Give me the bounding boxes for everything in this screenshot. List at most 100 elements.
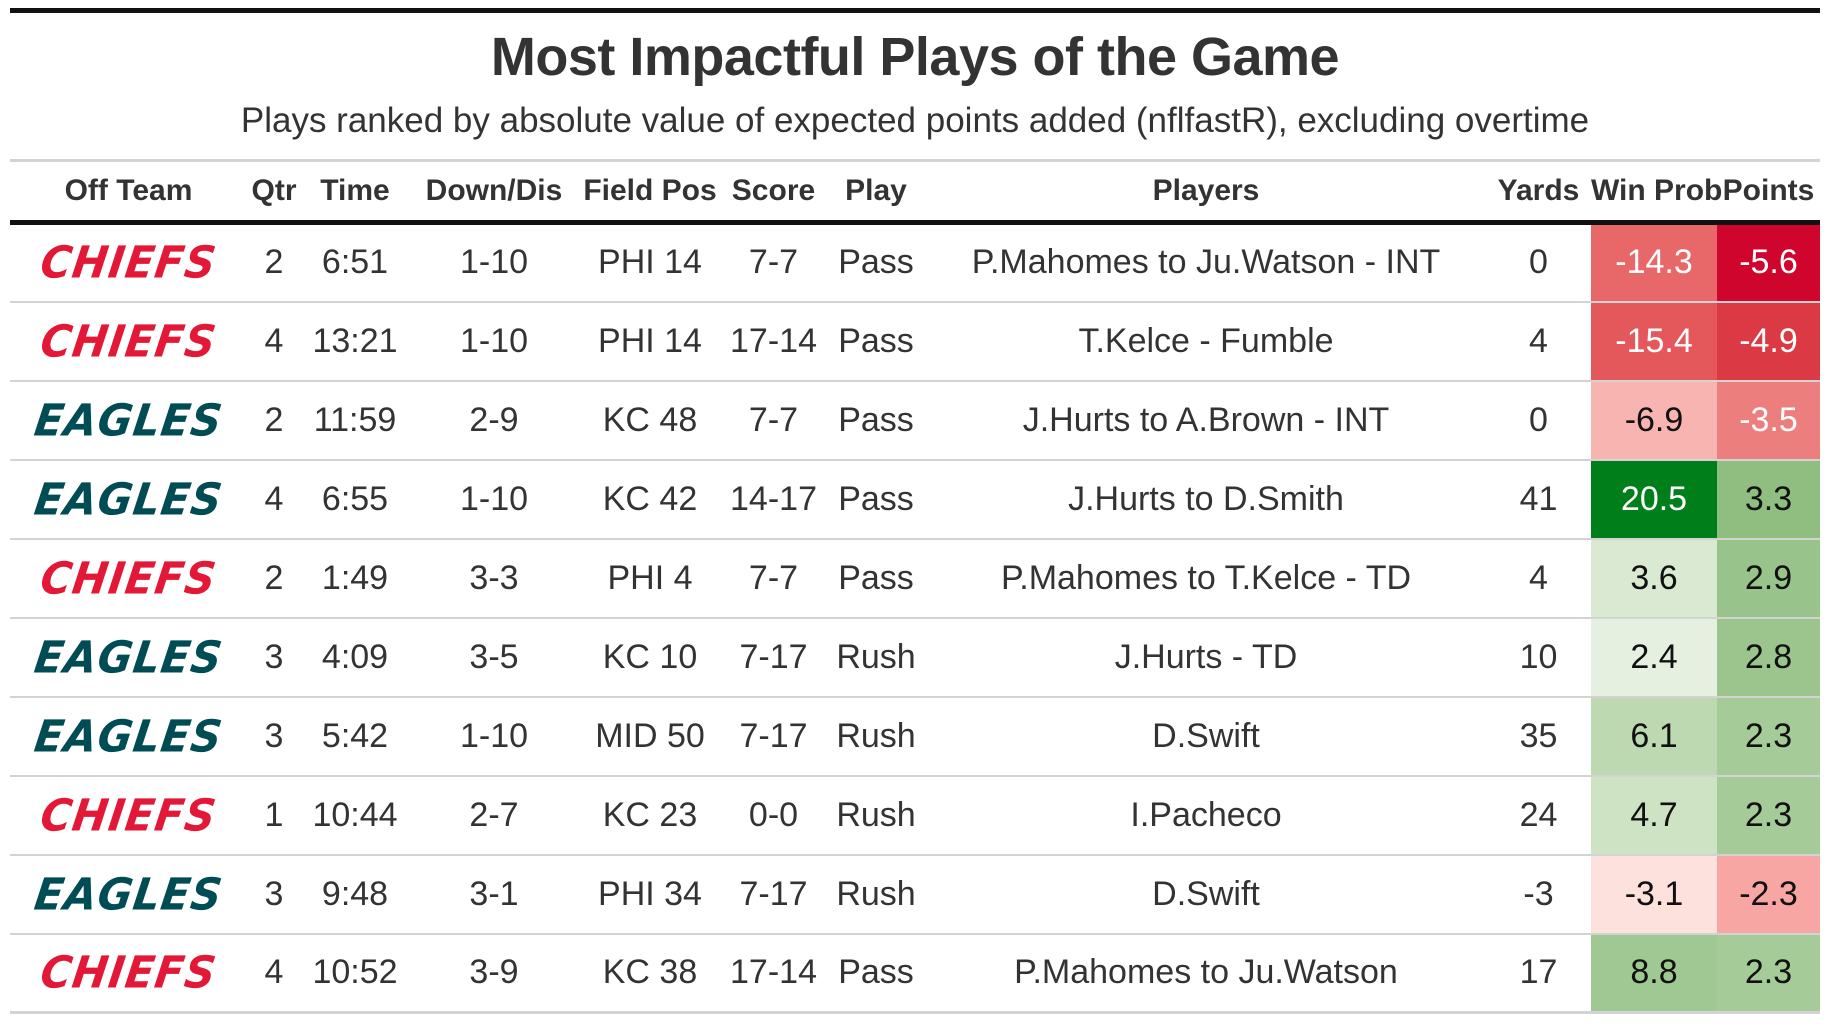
down-cell: 1-10	[409, 459, 579, 540]
play-cell: Rush	[826, 696, 926, 777]
points-cell: -5.6	[1717, 222, 1820, 303]
qtr-cell: 2	[247, 380, 301, 461]
team-logo: EAGLES	[31, 868, 226, 920]
yards-cell: 0	[1486, 222, 1591, 303]
top-rule	[10, 8, 1820, 13]
score-cell: 17-14	[721, 933, 826, 1014]
down-cell: 2-7	[409, 775, 579, 856]
time-cell: 1:49	[301, 538, 409, 619]
play-cell: Rush	[826, 775, 926, 856]
col-header-players: Players	[926, 159, 1486, 225]
team-cell: EAGLES	[10, 696, 247, 777]
page-title: Most Impactful Plays of the Game	[490, 27, 1340, 87]
play-cell: Pass	[826, 380, 926, 461]
points-cell: 3.3	[1717, 459, 1820, 540]
col-header-team: Off Team	[10, 159, 247, 225]
points-cell: 2.3	[1717, 775, 1820, 856]
team-logo: CHIEFS	[37, 237, 220, 289]
yards-cell: 24	[1486, 775, 1591, 856]
table-row: EAGLES 3 9:48 3-1 PHI 34 7-17 Rush D.Swift -3 -3.…	[10, 854, 1820, 935]
table-row: EAGLES 3 4:09 3-5 KC 10 7-17 Rush J.Hurts - TD 1…	[10, 617, 1820, 698]
yards-cell: -3	[1486, 854, 1591, 935]
qtr-cell: 4	[247, 933, 301, 1014]
down-cell: 3-9	[409, 933, 579, 1014]
table-row: EAGLES 4 6:55 1-10 KC 42 14-17 Pass J.Hurts to …	[10, 459, 1820, 540]
points-cell: 2.9	[1717, 538, 1820, 619]
win-prob-cell: -14.3	[1591, 222, 1717, 303]
time-cell: 9:48	[301, 854, 409, 935]
points-cell: -4.9	[1717, 301, 1820, 382]
down-cell: 1-10	[409, 222, 579, 303]
team-cell: CHIEFS	[10, 775, 247, 856]
time-cell: 6:55	[301, 459, 409, 540]
table-row: CHIEFS 4 13:21 1-10 PHI 14 17-14 Pass T.Kelce -…	[10, 301, 1820, 382]
col-header-yards: Yards	[1486, 159, 1591, 225]
win-prob-cell: 6.1	[1591, 696, 1717, 777]
table-row: EAGLES 2 11:59 2-9 KC 48 7-7 Pass J.Hurts to A.…	[10, 380, 1820, 461]
table-container: Most Impactful Plays of the Game Plays r…	[10, 8, 1820, 1014]
field-cell: KC 42	[579, 459, 721, 540]
play-cell: Rush	[826, 854, 926, 935]
points-cell: 2.3	[1717, 696, 1820, 777]
players-cell: P.Mahomes to T.Kelce - TD	[926, 538, 1486, 619]
score-cell: 7-7	[721, 222, 826, 303]
field-cell: PHI 4	[579, 538, 721, 619]
play-cell: Pass	[826, 459, 926, 540]
page-subtitle: Plays ranked by absolute value of expect…	[240, 101, 1590, 140]
col-header-down: Down/Dis	[409, 159, 579, 225]
team-cell: CHIEFS	[10, 538, 247, 619]
yards-cell: 41	[1486, 459, 1591, 540]
win-prob-cell: 4.7	[1591, 775, 1717, 856]
team-logo: CHIEFS	[37, 315, 220, 367]
win-prob-cell: 20.5	[1591, 459, 1717, 540]
score-cell: 7-7	[721, 538, 826, 619]
score-cell: 17-14	[721, 301, 826, 382]
play-cell: Pass	[826, 222, 926, 303]
players-cell: I.Pacheco	[926, 775, 1486, 856]
win-prob-cell: -15.4	[1591, 301, 1717, 382]
team-logo: CHIEFS	[37, 947, 220, 999]
yards-cell: 0	[1486, 380, 1591, 461]
players-cell: T.Kelce - Fumble	[926, 301, 1486, 382]
qtr-cell: 4	[247, 459, 301, 540]
team-cell: EAGLES	[10, 380, 247, 461]
yards-cell: 4	[1486, 301, 1591, 382]
team-cell: CHIEFS	[10, 222, 247, 303]
points-cell: 2.8	[1717, 617, 1820, 698]
players-cell: J.Hurts to A.Brown - INT	[926, 380, 1486, 461]
players-cell: D.Swift	[926, 696, 1486, 777]
team-cell: EAGLES	[10, 854, 247, 935]
qtr-cell: 3	[247, 854, 301, 935]
score-cell: 0-0	[721, 775, 826, 856]
time-cell: 10:52	[301, 933, 409, 1014]
qtr-cell: 2	[247, 222, 301, 303]
team-cell: CHIEFS	[10, 301, 247, 382]
play-cell: Rush	[826, 617, 926, 698]
col-header-wp: Win Prob	[1591, 159, 1722, 225]
team-logo: EAGLES	[31, 710, 226, 762]
table-body: CHIEFS 2 6:51 1-10 PHI 14 7-7 Pass P.Mahomes to…	[10, 222, 1820, 1014]
players-cell: P.Mahomes to Ju.Watson	[926, 933, 1486, 1014]
yards-cell: 17	[1486, 933, 1591, 1014]
qtr-cell: 1	[247, 775, 301, 856]
time-cell: 13:21	[301, 301, 409, 382]
players-cell: J.Hurts - TD	[926, 617, 1486, 698]
team-cell: EAGLES	[10, 617, 247, 698]
down-cell: 1-10	[409, 301, 579, 382]
field-cell: KC 10	[579, 617, 721, 698]
win-prob-cell: -3.1	[1591, 854, 1717, 935]
score-cell: 7-17	[721, 696, 826, 777]
down-cell: 2-9	[409, 380, 579, 461]
score-cell: 7-17	[721, 617, 826, 698]
players-cell: J.Hurts to D.Smith	[926, 459, 1486, 540]
col-header-field: Field Pos	[579, 159, 721, 225]
table-row: CHIEFS 4 10:52 3-9 KC 38 17-14 Pass P.Mahomes t…	[10, 933, 1820, 1014]
players-cell: P.Mahomes to Ju.Watson - INT	[926, 222, 1486, 303]
win-prob-cell: -6.9	[1591, 380, 1717, 461]
win-prob-cell: 2.4	[1591, 617, 1717, 698]
score-cell: 7-7	[721, 380, 826, 461]
col-header-qtr: Qtr	[247, 159, 301, 225]
yards-cell: 4	[1486, 538, 1591, 619]
table-row: CHIEFS 2 6:51 1-10 PHI 14 7-7 Pass P.Mahomes to…	[10, 222, 1820, 303]
qtr-cell: 3	[247, 617, 301, 698]
